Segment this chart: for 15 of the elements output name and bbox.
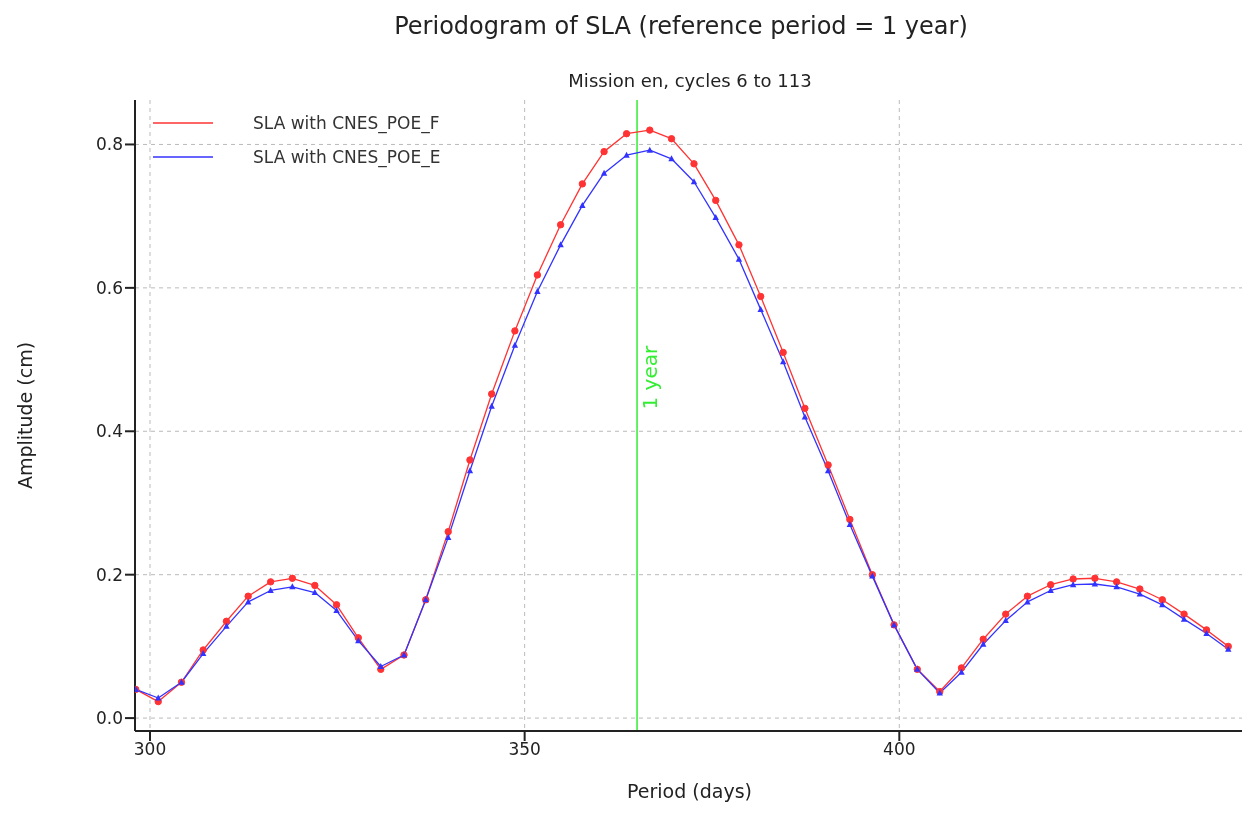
x-tick-label: 300 bbox=[133, 739, 167, 760]
y-tick-label: 0.4 bbox=[95, 421, 123, 442]
legend-label: SLA with CNES_POE_E bbox=[253, 147, 441, 167]
x-axis-title: Period (days) bbox=[627, 780, 752, 802]
chart-subtitle: Mission en, cycles 6 to 113 bbox=[567, 70, 813, 91]
y-tick-label: 0.8 bbox=[95, 134, 123, 155]
y-tick-label: 0.0 bbox=[95, 708, 123, 729]
y-tick-label: 0.2 bbox=[95, 564, 123, 585]
y-tick-label: 0.6 bbox=[95, 277, 123, 298]
x-tick-label: 400 bbox=[883, 739, 916, 760]
ref-line-label: 1 year bbox=[638, 345, 663, 410]
x-tick-label: 350 bbox=[508, 739, 541, 760]
chart-title: Periodogram of SLA (reference period = 1 year) bbox=[393, 12, 969, 40]
legend-label: SLA with CNES_POE_F bbox=[253, 113, 440, 133]
y-axis-title: Amplitude (cm) bbox=[13, 341, 36, 490]
